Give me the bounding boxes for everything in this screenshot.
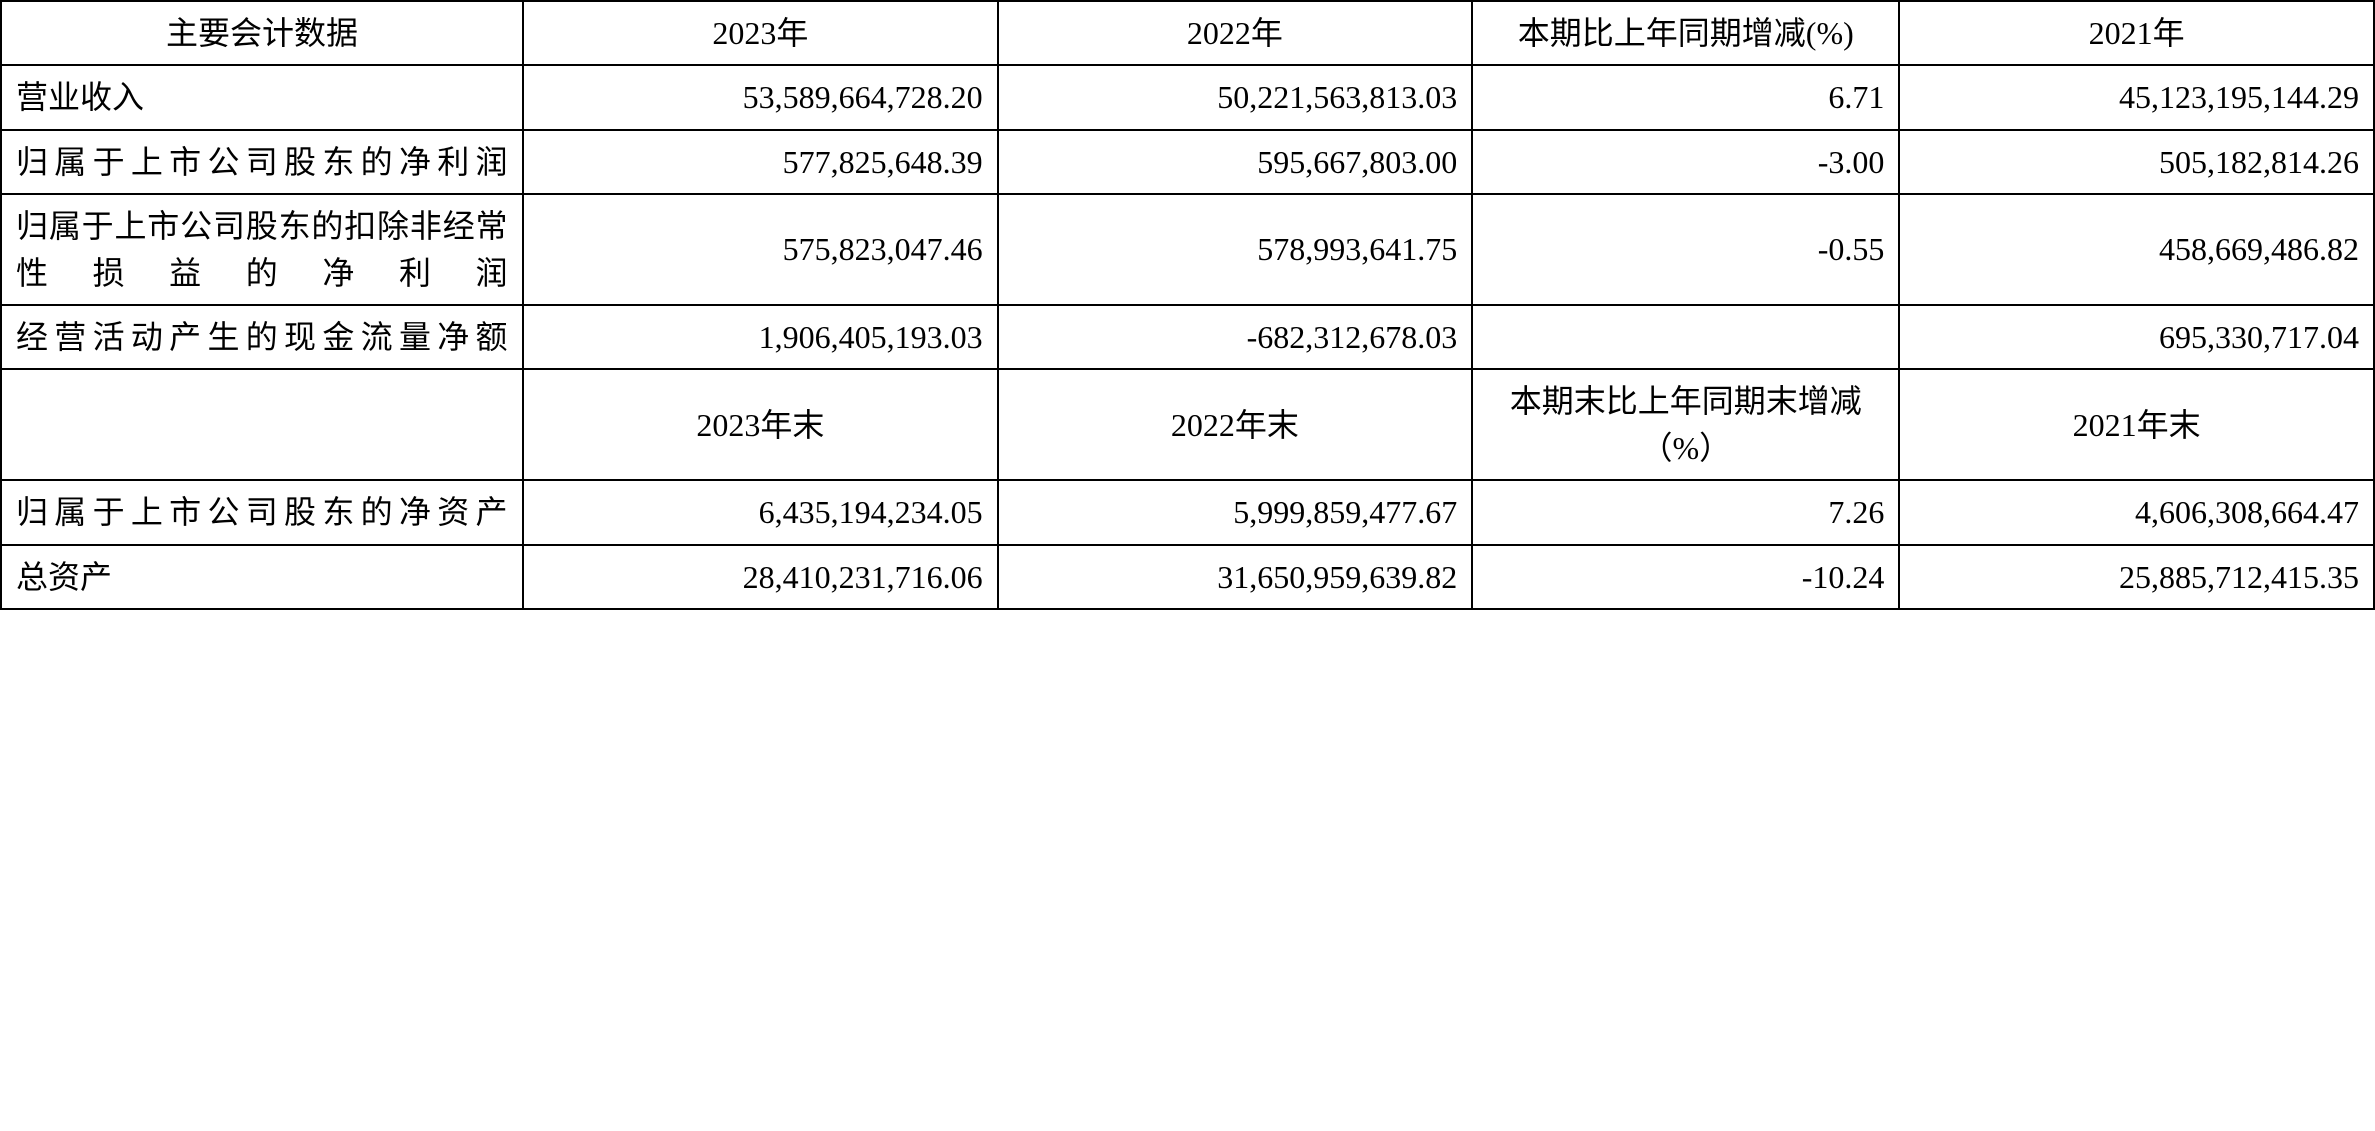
table-row: 经营活动产生的现金流量净额 1,906,405,193.03 -682,312,… bbox=[1, 305, 2374, 369]
cell-change: -10.24 bbox=[1472, 545, 1899, 609]
cell-2022: 50,221,563,813.03 bbox=[998, 65, 1473, 129]
cell-2023: 575,823,047.46 bbox=[523, 194, 998, 305]
cell-2022: 578,993,641.75 bbox=[998, 194, 1473, 305]
table-row: 总资产 28,410,231,716.06 31,650,959,639.82 … bbox=[1, 545, 2374, 609]
table-row: 归属于上市公司股东的净资产 6,435,194,234.05 5,999,859… bbox=[1, 480, 2374, 544]
cell-2021: 695,330,717.04 bbox=[1899, 305, 2374, 369]
cell-2023: 1,906,405,193.03 bbox=[523, 305, 998, 369]
table-row: 营业收入 53,589,664,728.20 50,221,563,813.03… bbox=[1, 65, 2374, 129]
cell-change: 6.71 bbox=[1472, 65, 1899, 129]
cell-2021: 505,182,814.26 bbox=[1899, 130, 2374, 194]
header-2023-end: 2023年末 bbox=[523, 369, 998, 480]
table-header-row-2: 2023年末 2022年末 本期末比上年同期末增减（%） 2021年末 bbox=[1, 369, 2374, 480]
cell-2023: 28,410,231,716.06 bbox=[523, 545, 998, 609]
cell-change: -3.00 bbox=[1472, 130, 1899, 194]
header-label bbox=[1, 369, 523, 480]
cell-2023: 53,589,664,728.20 bbox=[523, 65, 998, 129]
cell-change: 7.26 bbox=[1472, 480, 1899, 544]
header-2023: 2023年 bbox=[523, 1, 998, 65]
cell-2022: 5,999,859,477.67 bbox=[998, 480, 1473, 544]
header-change: 本期比上年同期增减(%) bbox=[1472, 1, 1899, 65]
cell-change bbox=[1472, 305, 1899, 369]
cell-2021: 458,669,486.82 bbox=[1899, 194, 2374, 305]
row-label: 归属于上市公司股东的净资产 bbox=[1, 480, 523, 544]
header-2021-end: 2021年末 bbox=[1899, 369, 2374, 480]
row-label: 归属于上市公司股东的净利润 bbox=[1, 130, 523, 194]
row-label: 经营活动产生的现金流量净额 bbox=[1, 305, 523, 369]
table-row: 归属于上市公司股东的扣除非经常性损益的净利润 575,823,047.46 57… bbox=[1, 194, 2374, 305]
cell-2023: 6,435,194,234.05 bbox=[523, 480, 998, 544]
cell-change: -0.55 bbox=[1472, 194, 1899, 305]
header-label: 主要会计数据 bbox=[1, 1, 523, 65]
header-2021: 2021年 bbox=[1899, 1, 2374, 65]
table-header-row-1: 主要会计数据 2023年 2022年 本期比上年同期增减(%) 2021年 bbox=[1, 1, 2374, 65]
cell-2022: 31,650,959,639.82 bbox=[998, 545, 1473, 609]
header-2022: 2022年 bbox=[998, 1, 1473, 65]
row-label: 营业收入 bbox=[1, 65, 523, 129]
cell-2021: 45,123,195,144.29 bbox=[1899, 65, 2374, 129]
header-2022-end: 2022年末 bbox=[998, 369, 1473, 480]
row-label: 总资产 bbox=[1, 545, 523, 609]
financial-data-table: 主要会计数据 2023年 2022年 本期比上年同期增减(%) 2021年 营业… bbox=[0, 0, 2375, 610]
cell-2022: -682,312,678.03 bbox=[998, 305, 1473, 369]
header-change-end: 本期末比上年同期末增减（%） bbox=[1472, 369, 1899, 480]
cell-2021: 25,885,712,415.35 bbox=[1899, 545, 2374, 609]
cell-2023: 577,825,648.39 bbox=[523, 130, 998, 194]
cell-2021: 4,606,308,664.47 bbox=[1899, 480, 2374, 544]
table-row: 归属于上市公司股东的净利润 577,825,648.39 595,667,803… bbox=[1, 130, 2374, 194]
cell-2022: 595,667,803.00 bbox=[998, 130, 1473, 194]
row-label: 归属于上市公司股东的扣除非经常性损益的净利润 bbox=[1, 194, 523, 305]
